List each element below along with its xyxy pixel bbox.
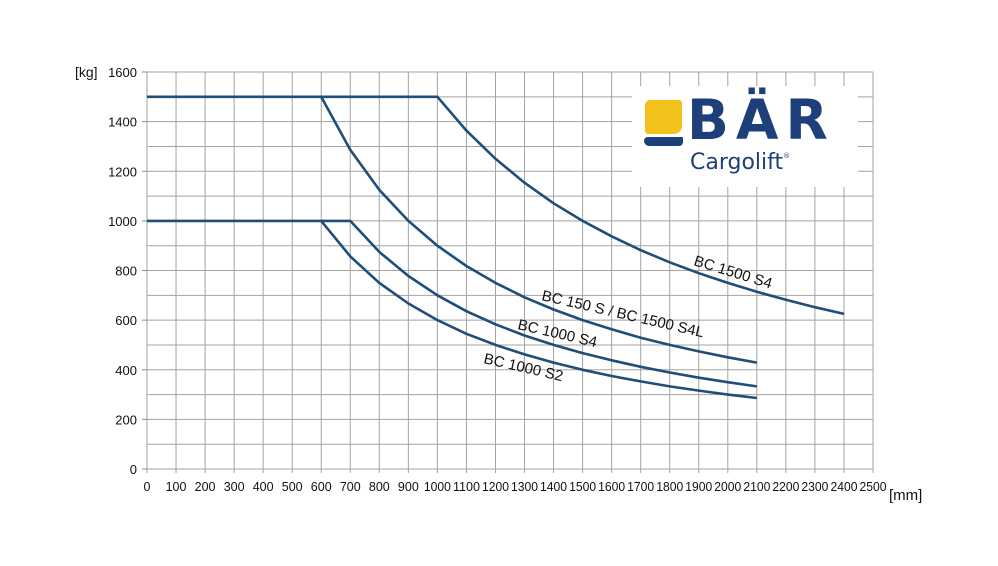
x-tick-label: 2400 xyxy=(830,480,857,494)
x-tick-label: 1600 xyxy=(598,480,625,494)
x-tick-label: 600 xyxy=(311,480,332,494)
x-tick-label: 300 xyxy=(224,480,245,494)
x-tick-label: 2200 xyxy=(772,480,799,494)
x-axis-label: [mm] xyxy=(889,487,922,504)
x-tick-label: 2300 xyxy=(801,480,828,494)
y-tick-label: 0 xyxy=(130,462,137,477)
x-tick-label: 1100 xyxy=(453,480,480,494)
x-tick-label: 400 xyxy=(253,480,274,494)
logo-subtitle-text: Cargolift xyxy=(690,150,784,175)
x-tick-label: 1700 xyxy=(627,480,654,494)
y-tick-label: 1000 xyxy=(108,214,137,229)
series-line-2 xyxy=(147,219,757,388)
x-tick-label: 2000 xyxy=(714,480,741,494)
series-label-0: BC 1500 S4 xyxy=(692,253,774,293)
x-tick-label: 800 xyxy=(369,480,390,494)
x-tick-label: 700 xyxy=(340,480,361,494)
x-tick-label: 2500 xyxy=(860,480,887,494)
series-line-3 xyxy=(320,220,757,400)
x-tick-label: 200 xyxy=(195,480,216,494)
company-logo: BÄR Cargolift® xyxy=(632,86,858,187)
logo-navy-bar-icon xyxy=(644,137,683,146)
x-tick-label: 1200 xyxy=(482,480,509,494)
y-tick-label: 1200 xyxy=(108,164,137,179)
x-tick-label: 1900 xyxy=(685,480,712,494)
y-axis-label: [kg] xyxy=(75,64,98,80)
logo-subtitle: Cargolift® xyxy=(690,150,790,175)
x-tick-label: 1000 xyxy=(424,480,451,494)
y-tick-label: 800 xyxy=(115,264,137,279)
series-line-1 xyxy=(320,96,758,364)
y-tick-label: 400 xyxy=(115,363,137,378)
logo-brand-text: BÄR xyxy=(687,88,835,152)
x-tick-label: 1300 xyxy=(511,480,538,494)
y-tick-label: 1600 xyxy=(108,65,137,80)
y-tick-label: 200 xyxy=(115,412,137,427)
series-line-0 xyxy=(147,95,845,316)
x-tick-label: 900 xyxy=(398,480,419,494)
series-label-3: BC 1000 S2 xyxy=(482,350,565,385)
logo-yellow-mark-icon xyxy=(645,100,682,134)
y-tick-label: 1400 xyxy=(108,115,137,130)
x-tick-label: 1500 xyxy=(569,480,596,494)
registered-mark: ® xyxy=(783,152,791,160)
x-tick-label: 100 xyxy=(166,480,187,494)
x-tick-label: 2100 xyxy=(743,480,770,494)
x-tick-label: 1400 xyxy=(540,480,567,494)
x-tick-label: 0 xyxy=(144,480,151,494)
y-tick-label: 600 xyxy=(115,313,137,328)
x-tick-label: 1800 xyxy=(656,480,683,494)
x-tick-label: 500 xyxy=(282,480,303,494)
